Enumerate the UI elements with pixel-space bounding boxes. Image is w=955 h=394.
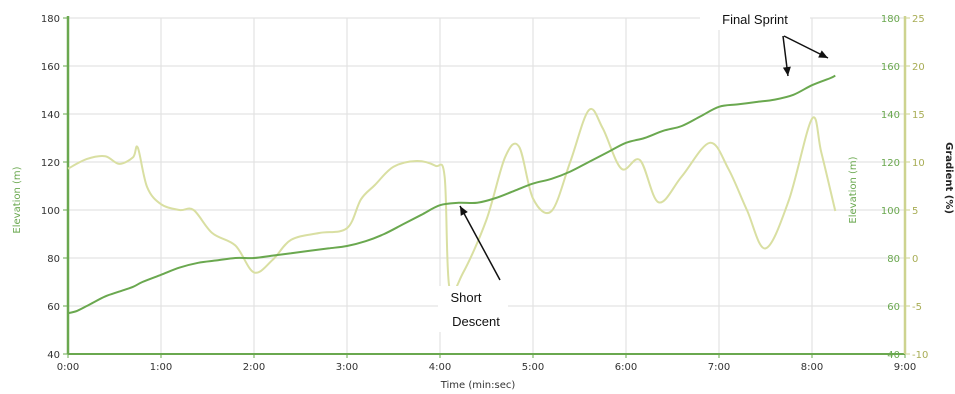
- x-tick-label: 3:00: [336, 362, 358, 373]
- right-gradient-tick-label: -5: [912, 302, 922, 313]
- right-elevation-tick-label: 120: [881, 158, 900, 169]
- left-tick-label: 140: [41, 110, 60, 121]
- right-gradient-tick-label: 5: [912, 206, 918, 217]
- x-axis-title: Time (min:sec): [440, 380, 516, 391]
- left-y-axis-title: Elevation (m): [12, 166, 23, 233]
- right-gradient-tick-label: 10: [912, 158, 925, 169]
- x-tick-label: 6:00: [615, 362, 637, 373]
- left-tick-label: 160: [41, 62, 60, 73]
- arrow-final-sprint-2-head: [818, 50, 828, 58]
- left-tick-label: 120: [41, 158, 60, 169]
- right-y-axis-title-elevation: Elevation (m): [848, 156, 859, 223]
- annotation-short-descent-box: [438, 286, 508, 332]
- right-elevation-tick-label: 80: [887, 254, 900, 265]
- right-elevation-tick-label: 180: [881, 14, 900, 25]
- right-gradient-tick-label: 15: [912, 110, 925, 121]
- arrow-final-sprint-1-head: [782, 66, 791, 76]
- x-tick-label: 8:00: [801, 362, 823, 373]
- arrow-short-descent: [459, 205, 501, 281]
- right-gradient-tick-label: -10: [912, 350, 928, 361]
- arrow-short-descent-head: [460, 206, 468, 216]
- annotation-final-sprint: Final Sprint: [722, 12, 788, 27]
- right-elevation-tick-label: 40: [887, 350, 900, 361]
- right-gradient-tick-label: 25: [912, 14, 925, 25]
- right-gradient-tick-label: 0: [912, 254, 918, 265]
- x-tick-label: 0:00: [57, 362, 79, 373]
- right-gradient-tick-label: 20: [912, 62, 925, 73]
- x-tick-label: 2:00: [243, 362, 265, 373]
- left-tick-label: 180: [41, 14, 60, 25]
- annotation-descent: Descent: [452, 314, 500, 329]
- left-tick-label: 80: [47, 254, 60, 265]
- x-tick-label: 9:00: [894, 362, 916, 373]
- right-y-axis-title-gradient: Gradient (%): [943, 142, 954, 214]
- axes: 0:00 1:00 2:00 3:00 4:00 5:00 6:00 7:00 8:00 9:00…: [41, 14, 928, 373]
- left-tick-label: 100: [41, 206, 60, 217]
- left-tick-label: 40: [47, 350, 60, 361]
- series-layer: [67, 74, 837, 315]
- right-elevation-tick-label: 100: [881, 206, 900, 217]
- left-tick-label: 60: [47, 302, 60, 313]
- x-tick-label: 4:00: [429, 362, 451, 373]
- right-elevation-tick-label: 160: [881, 62, 900, 73]
- annotations: [438, 8, 829, 332]
- x-tick-label: 1:00: [150, 362, 172, 373]
- right-elevation-tick-label: 60: [887, 302, 900, 313]
- annotation-short: Short: [450, 290, 481, 305]
- elevation-series-line: [67, 74, 836, 315]
- gradient-series-line: [67, 107, 837, 294]
- x-tick-label: 5:00: [522, 362, 544, 373]
- x-tick-label: 7:00: [708, 362, 730, 373]
- right-elevation-tick-label: 140: [881, 110, 900, 121]
- annotation-final-sprint-box: [700, 8, 810, 30]
